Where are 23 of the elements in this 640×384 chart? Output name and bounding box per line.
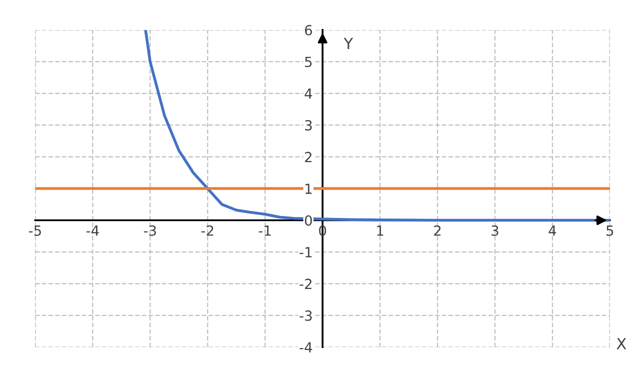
y-tick-label: 6 bbox=[304, 24, 312, 36]
y-tick-label: -1 bbox=[300, 247, 312, 258]
x-tick-label: -1 bbox=[258, 226, 271, 236]
x-axis-title: X bbox=[616, 338, 626, 350]
x-tick-label: -5 bbox=[28, 226, 41, 236]
x-tick-label: -2 bbox=[201, 225, 214, 236]
y-axis-title: Y bbox=[344, 38, 354, 49]
x-tick-label: 4 bbox=[548, 226, 556, 236]
y-tick-label: 4 bbox=[304, 88, 312, 99]
x-tick-label: -4 bbox=[86, 226, 99, 236]
y-tick-label: 3 bbox=[305, 120, 312, 131]
x-tick-label: 3 bbox=[492, 225, 498, 236]
y-tick-label: -3 bbox=[300, 310, 312, 321]
x-tick-label: 1 bbox=[377, 226, 384, 236]
y-tick-label: 0 bbox=[304, 215, 312, 226]
x-tick-label: 2 bbox=[434, 225, 441, 236]
y-tick-label: 1 bbox=[306, 184, 312, 194]
y-tick-label: 5 bbox=[305, 56, 312, 68]
y-tick-label: -4 bbox=[300, 342, 312, 352]
x-tick-label: -3 bbox=[144, 225, 156, 236]
x-tick-label: 5 bbox=[606, 226, 614, 236]
y-tick-label: -2 bbox=[300, 278, 312, 289]
y-tick-label: 2 bbox=[305, 152, 312, 162]
